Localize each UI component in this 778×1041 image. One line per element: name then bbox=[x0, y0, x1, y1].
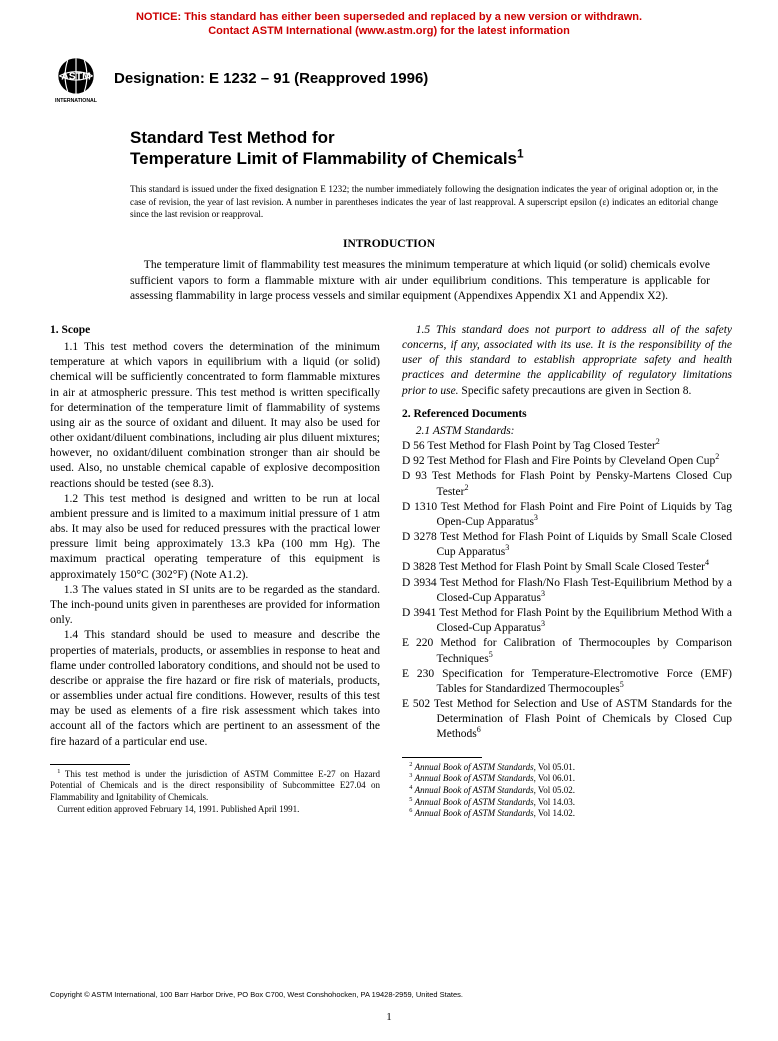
scope-head: 1. Scope bbox=[50, 323, 380, 338]
body-columns: 1. Scope 1.1 This test method covers the… bbox=[0, 305, 778, 820]
ref-item: D 92 Test Method for Flash and Fire Poin… bbox=[402, 454, 732, 469]
scope-p4: 1.4 This standard should be used to meas… bbox=[50, 628, 380, 749]
astm-logo: ASTM INTERNATIONAL bbox=[50, 53, 102, 105]
footnote-rule-right bbox=[402, 757, 482, 758]
footnote: 3 Annual Book of ASTM Standards, Vol 06.… bbox=[402, 773, 732, 785]
ref-item: D 56 Test Method for Flash Point by Tag … bbox=[402, 439, 732, 454]
notice-banner: NOTICE: This standard has either been su… bbox=[0, 0, 778, 45]
refs-head: 2. Referenced Documents bbox=[402, 407, 732, 422]
svg-text:ASTM: ASTM bbox=[61, 71, 90, 82]
footnote: 6 Annual Book of ASTM Standards, Vol 14.… bbox=[402, 808, 732, 820]
notice-line1: NOTICE: This standard has either been su… bbox=[136, 11, 642, 23]
title-line1: Standard Test Method for bbox=[130, 127, 728, 148]
footnote-rule-left bbox=[50, 764, 130, 765]
refs-list: D 56 Test Method for Flash Point by Tag … bbox=[402, 439, 732, 742]
svg-text:INTERNATIONAL: INTERNATIONAL bbox=[55, 97, 98, 103]
header-row: ASTM INTERNATIONAL Designation: E 1232 –… bbox=[0, 45, 778, 109]
ref-item: D 93 Test Methods for Flash Point by Pen… bbox=[402, 469, 732, 499]
left-column: 1. Scope 1.1 This test method covers the… bbox=[50, 323, 380, 820]
scope-p5-tail: Specific safety precautions are given in… bbox=[459, 385, 692, 397]
ref-item: D 3828 Test Method for Flash Point by Sm… bbox=[402, 560, 732, 575]
scope-p3: 1.3 The values stated in SI units are to… bbox=[50, 583, 380, 629]
title-block: Standard Test Method for Temperature Lim… bbox=[0, 109, 778, 174]
intro-heading: INTRODUCTION bbox=[0, 220, 778, 258]
ref-item: E 230 Specification for Temperature-Elec… bbox=[402, 667, 732, 697]
refs-subhead: 2.1 ASTM Standards: bbox=[402, 424, 732, 439]
notice-line2: Contact ASTM International (www.astm.org… bbox=[208, 25, 570, 37]
footnote: 4 Annual Book of ASTM Standards, Vol 05.… bbox=[402, 785, 732, 797]
footnote: 1 This test method is under the jurisdic… bbox=[50, 769, 380, 804]
title-sup: 1 bbox=[517, 146, 524, 160]
footnotes-right: 2 Annual Book of ASTM Standards, Vol 05.… bbox=[402, 762, 732, 820]
right-column: 1.5 This standard does not purport to ad… bbox=[402, 323, 732, 820]
ref-item: D 1310 Test Method for Flash Point and F… bbox=[402, 500, 732, 530]
ref-item: D 3278 Test Method for Flash Point of Li… bbox=[402, 530, 732, 560]
ref-item: D 3941 Test Method for Flash Point by th… bbox=[402, 606, 732, 636]
title-line2: Temperature Limit of Flammability of Che… bbox=[130, 148, 728, 169]
title-line2-text: Temperature Limit of Flammability of Che… bbox=[130, 149, 517, 168]
designation-text: Designation: E 1232 – 91 (Reapproved 199… bbox=[114, 70, 428, 87]
scope-p1: 1.1 This test method covers the determin… bbox=[50, 340, 380, 492]
page-number: 1 bbox=[0, 1011, 778, 1023]
footnotes-left: 1 This test method is under the jurisdic… bbox=[50, 769, 380, 816]
footnote: 5 Annual Book of ASTM Standards, Vol 14.… bbox=[402, 797, 732, 809]
footnote: Current edition approved February 14, 19… bbox=[50, 804, 380, 816]
scope-p2: 1.2 This test method is designed and wri… bbox=[50, 492, 380, 583]
ref-item: E 220 Method for Calibration of Thermoco… bbox=[402, 636, 732, 666]
issue-note: This standard is issued under the fixed … bbox=[0, 173, 778, 220]
copyright-line: Copyright © ASTM International, 100 Barr… bbox=[50, 990, 463, 999]
footnote: 2 Annual Book of ASTM Standards, Vol 05.… bbox=[402, 762, 732, 774]
scope-p5: 1.5 This standard does not purport to ad… bbox=[402, 323, 732, 399]
ref-item: D 3934 Test Method for Flash/No Flash Te… bbox=[402, 576, 732, 606]
intro-body: The temperature limit of flammability te… bbox=[0, 258, 778, 305]
ref-item: E 502 Test Method for Selection and Use … bbox=[402, 697, 732, 743]
